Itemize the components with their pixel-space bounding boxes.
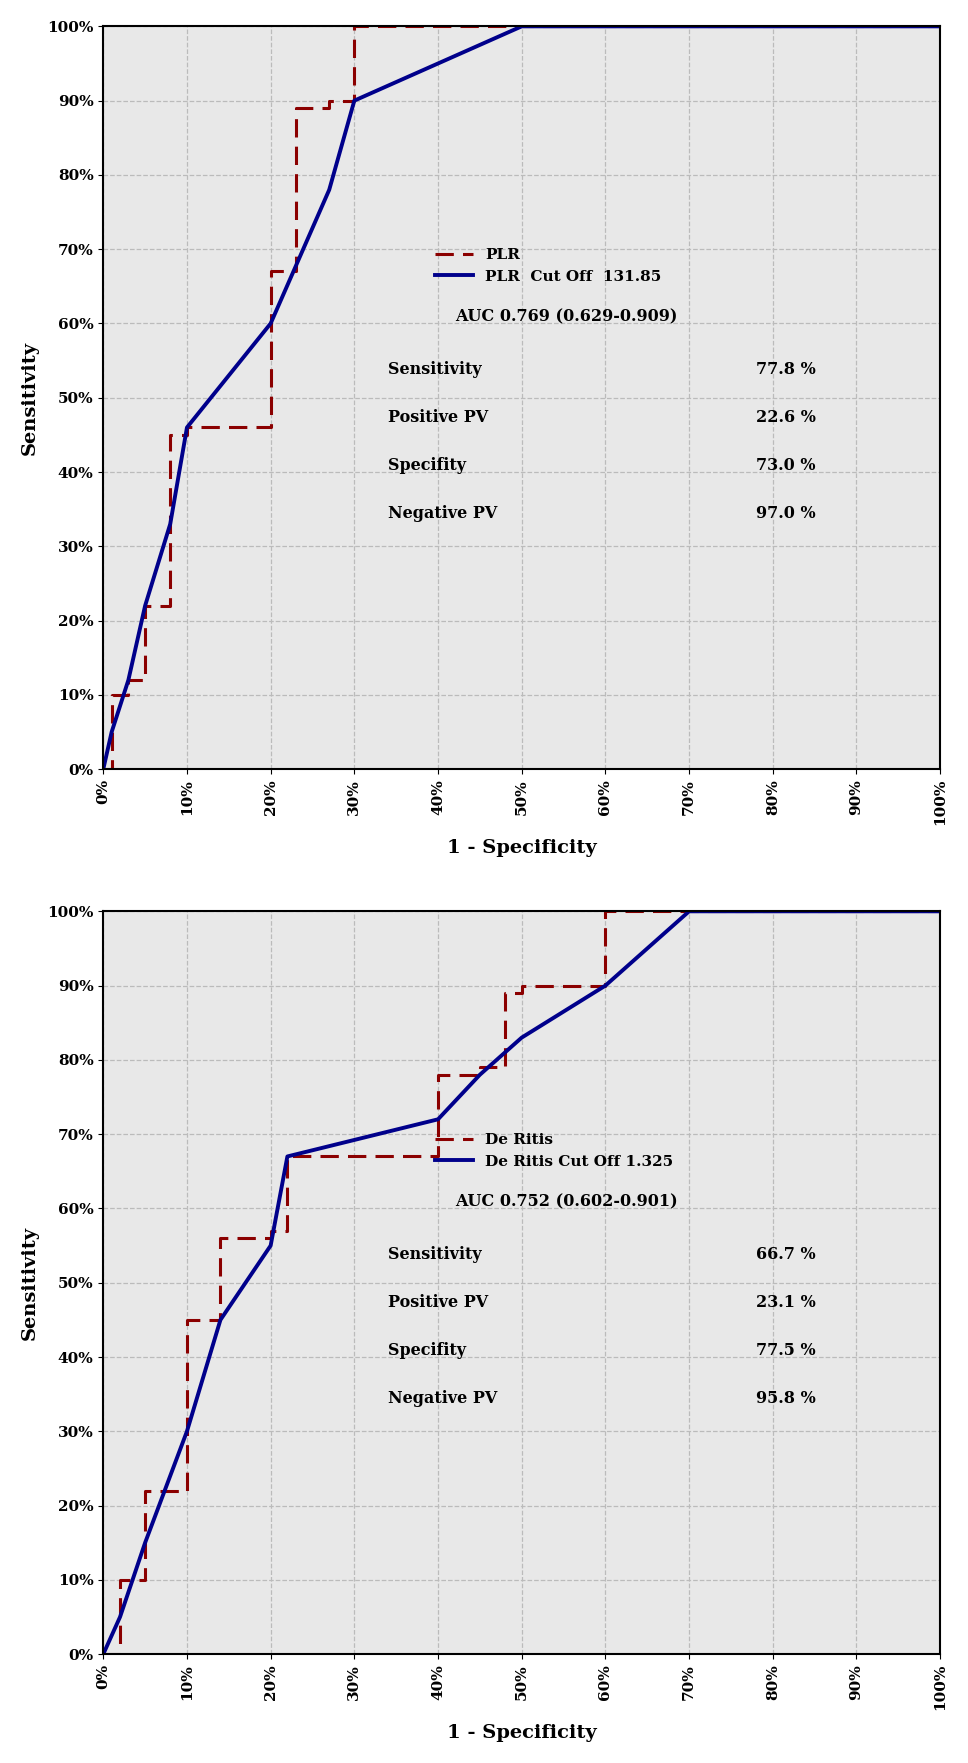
Text: 73.0 %: 73.0 % <box>756 457 816 474</box>
Text: 22.6 %: 22.6 % <box>756 409 816 427</box>
Text: Positive PV: Positive PV <box>388 1294 488 1312</box>
X-axis label: 1 - Specificity: 1 - Specificity <box>447 839 596 857</box>
X-axis label: 1 - Specificity: 1 - Specificity <box>447 1724 596 1742</box>
Text: 97.0 %: 97.0 % <box>756 506 816 522</box>
Legend: PLR, PLR  Cut Off  131.85: PLR, PLR Cut Off 131.85 <box>429 242 668 289</box>
Text: Specifity: Specifity <box>388 457 466 474</box>
Text: Negative PV: Negative PV <box>388 1391 497 1407</box>
Text: Negative PV: Negative PV <box>388 506 497 522</box>
Legend: De Ritis, De Ritis Cut Off 1.325: De Ritis, De Ritis Cut Off 1.325 <box>429 1127 680 1174</box>
Y-axis label: Sensitivity: Sensitivity <box>21 340 39 455</box>
Text: 77.5 %: 77.5 % <box>756 1342 816 1359</box>
Text: 95.8 %: 95.8 % <box>756 1391 816 1407</box>
Text: 66.7 %: 66.7 % <box>756 1246 816 1262</box>
Text: 23.1 %: 23.1 % <box>756 1294 816 1312</box>
Text: 77.8 %: 77.8 % <box>756 361 816 377</box>
Y-axis label: Sensitivity: Sensitivity <box>21 1225 39 1340</box>
Text: Positive PV: Positive PV <box>388 409 488 427</box>
Text: AUC 0.752 (0.602-0.901): AUC 0.752 (0.602-0.901) <box>455 1194 678 1211</box>
Text: Sensitivity: Sensitivity <box>388 361 481 377</box>
Text: Sensitivity: Sensitivity <box>388 1246 481 1262</box>
Text: Specifity: Specifity <box>388 1342 466 1359</box>
Text: AUC 0.769 (0.629-0.909): AUC 0.769 (0.629-0.909) <box>455 309 678 326</box>
